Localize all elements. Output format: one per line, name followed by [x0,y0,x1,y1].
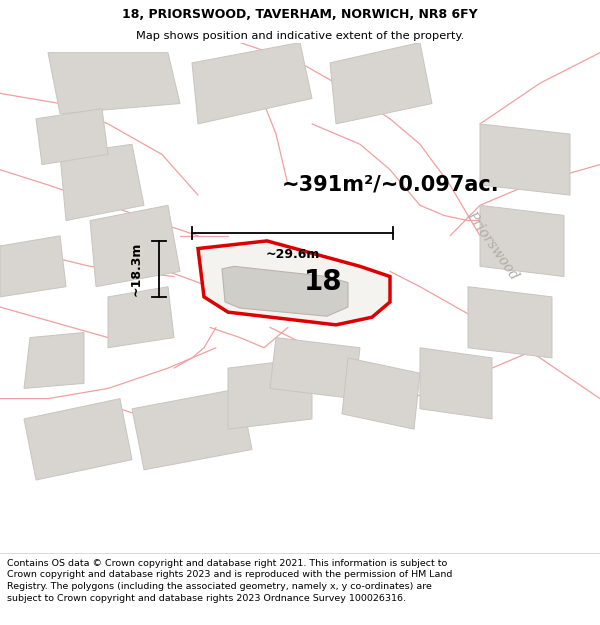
Polygon shape [60,144,144,221]
Polygon shape [480,124,570,195]
Polygon shape [228,358,312,429]
Polygon shape [222,266,348,316]
Text: Priorswood: Priorswood [463,209,521,283]
Polygon shape [270,338,360,399]
Polygon shape [24,332,84,389]
Polygon shape [468,287,552,358]
Text: 18, PRIORSWOOD, TAVERHAM, NORWICH, NR8 6FY: 18, PRIORSWOOD, TAVERHAM, NORWICH, NR8 6… [122,9,478,21]
Polygon shape [192,42,312,124]
Text: ~391m²/~0.097ac.: ~391m²/~0.097ac. [282,175,500,195]
Text: ~29.6m: ~29.6m [265,248,320,261]
Polygon shape [342,358,420,429]
Text: ~18.3m: ~18.3m [130,242,143,296]
Polygon shape [108,287,174,348]
Text: 18: 18 [304,268,343,296]
Text: Contains OS data © Crown copyright and database right 2021. This information is : Contains OS data © Crown copyright and d… [7,559,452,603]
Polygon shape [0,236,66,297]
Text: Map shows position and indicative extent of the property.: Map shows position and indicative extent… [136,31,464,41]
Polygon shape [330,42,432,124]
Polygon shape [24,399,132,480]
Polygon shape [132,389,252,470]
Polygon shape [36,109,108,164]
Polygon shape [90,205,180,287]
Polygon shape [198,241,390,325]
Polygon shape [48,52,180,114]
Polygon shape [420,348,492,419]
Polygon shape [480,205,564,276]
